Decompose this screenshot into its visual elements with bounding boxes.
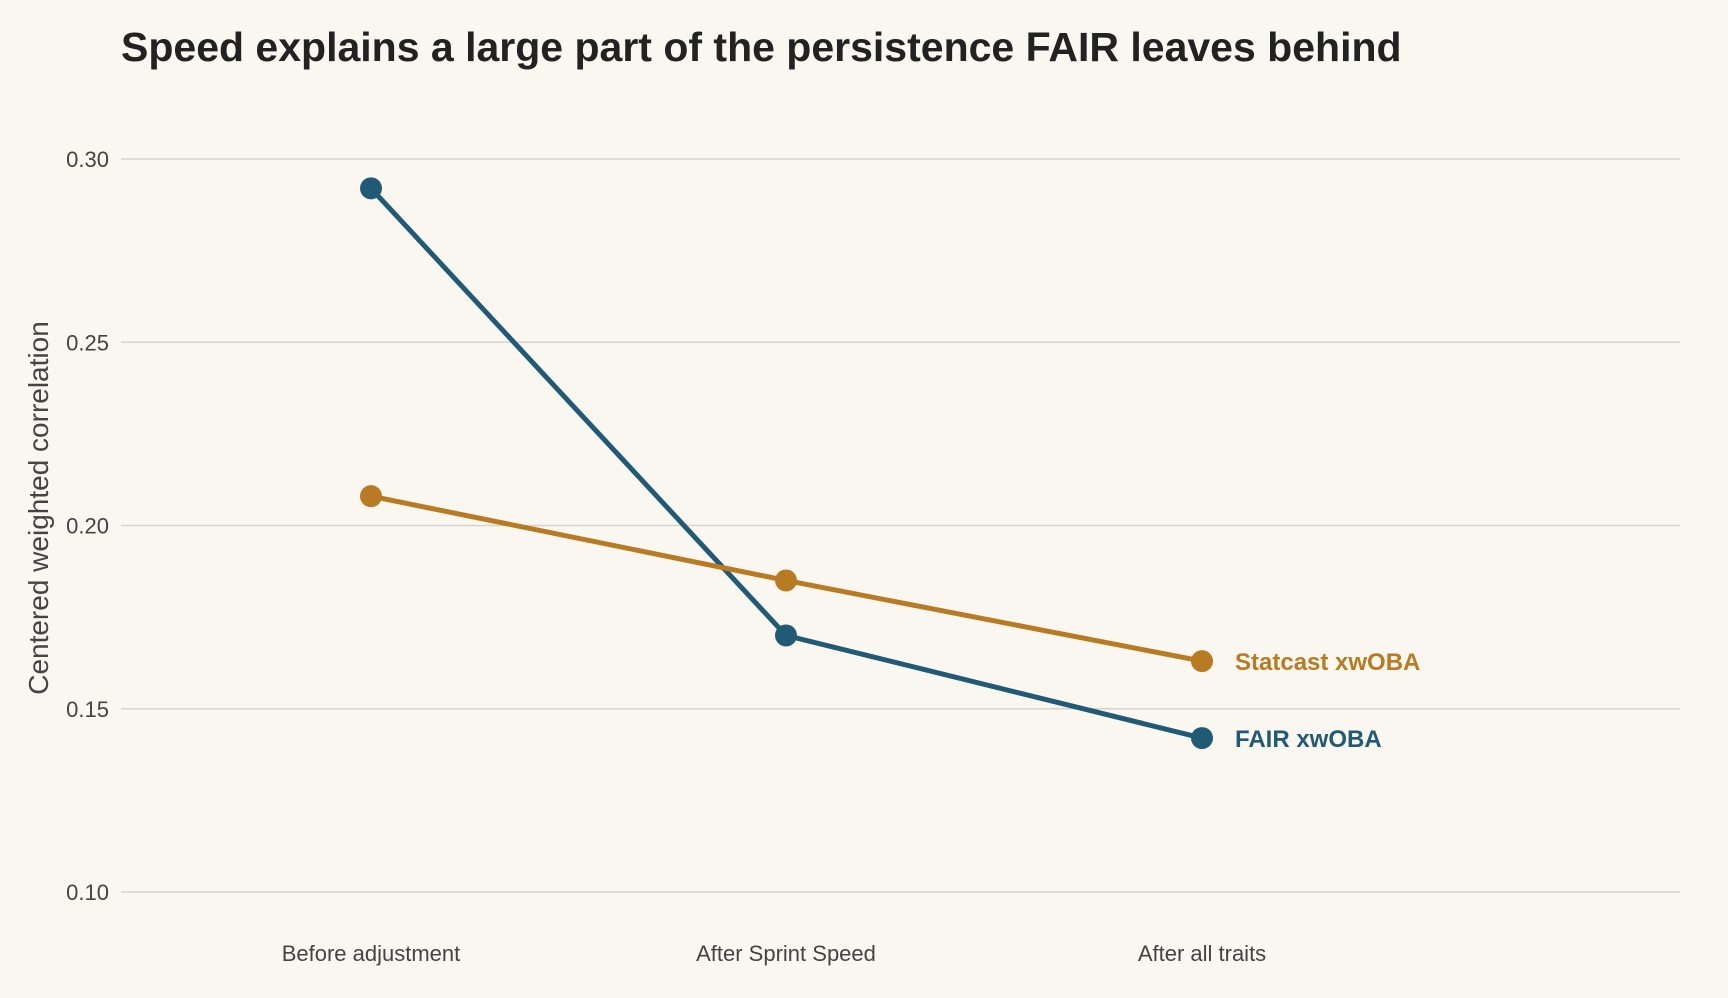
x-tick-label: Before adjustment (282, 941, 461, 966)
x-tick-label: After Sprint Speed (696, 941, 876, 966)
data-point (775, 624, 797, 647)
series-group (360, 177, 1213, 750)
chart-title: Speed explains a large part of the persi… (121, 24, 1402, 70)
data-point (775, 569, 797, 592)
y-axis-ticks: 0.10 0.15 0.20 0.25 0.30 (66, 147, 109, 905)
x-tick-label: After all traits (1138, 941, 1266, 966)
data-point (360, 485, 382, 508)
y-tick-label: 0.30 (66, 147, 109, 172)
series-labels: FAIR xwOBA Statcast xwOBA (1235, 649, 1420, 753)
y-tick-label: 0.20 (66, 514, 109, 539)
y-tick-label: 0.15 (66, 697, 109, 722)
data-point (360, 177, 382, 200)
gridlines (121, 158, 1680, 893)
series-label: Statcast xwOBA (1235, 649, 1420, 676)
data-point (1191, 650, 1213, 673)
data-point (1191, 727, 1213, 750)
y-axis-title: Centered weighted correlation (23, 321, 54, 695)
y-tick-label: 0.25 (66, 330, 109, 355)
x-axis-ticks: Before adjustment After Sprint Speed After… (282, 941, 1266, 966)
series-line (368, 185, 1205, 741)
series-label: FAIR xwOBA (1235, 726, 1382, 753)
y-tick-label: 0.10 (66, 880, 109, 905)
